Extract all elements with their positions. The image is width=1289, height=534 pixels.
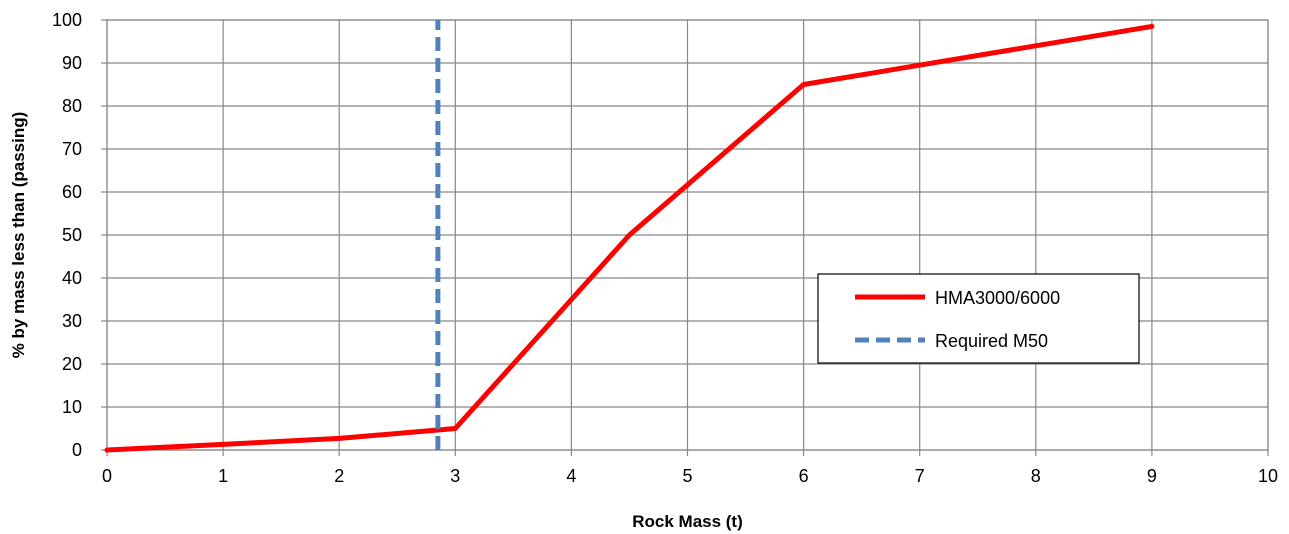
x-tick-label: 8: [1031, 466, 1041, 486]
y-tick-label: 10: [62, 397, 82, 417]
y-tick-label: 80: [62, 96, 82, 116]
x-tick-label: 5: [682, 466, 692, 486]
x-tick-label: 10: [1258, 466, 1278, 486]
x-tick-label: 2: [334, 466, 344, 486]
y-tick-label: 40: [62, 268, 82, 288]
x-tick-label: 4: [566, 466, 576, 486]
y-tick-label: 50: [62, 225, 82, 245]
x-tick-label: 6: [799, 466, 809, 486]
y-tick-label: 100: [52, 10, 82, 30]
y-tick-label: 20: [62, 354, 82, 374]
legend-label-hma3000: HMA3000/6000: [935, 288, 1060, 308]
y-tick-label: 90: [62, 53, 82, 73]
y-axis-ticks: 0 10 20 30 40 50 60 70 80 90 100: [52, 10, 82, 460]
x-axis-label: Rock Mass (t): [632, 512, 743, 531]
y-tick-label: 30: [62, 311, 82, 331]
legend-label-required-m50: Required M50: [935, 331, 1048, 351]
x-tick-label: 7: [915, 466, 925, 486]
gridlines: [101, 19, 1269, 456]
legend: HMA3000/6000 Required M50: [817, 273, 1140, 364]
x-tick-label: 0: [102, 466, 112, 486]
series-line-0: [104, 23, 1155, 453]
x-tick-label: 9: [1147, 466, 1157, 486]
series-layer: [104, 20, 1155, 453]
y-axis-label: % by mass less than (passing): [9, 112, 28, 359]
y-tick-label: 0: [72, 440, 82, 460]
x-axis-ticks: 0 1 2 3 4 5 6 7 8 9 10: [102, 466, 1278, 486]
y-tick-label: 60: [62, 182, 82, 202]
legend-box: [817, 273, 1140, 364]
y-tick-label: 70: [62, 139, 82, 159]
x-tick-label: 3: [450, 466, 460, 486]
x-tick-label: 1: [218, 466, 228, 486]
